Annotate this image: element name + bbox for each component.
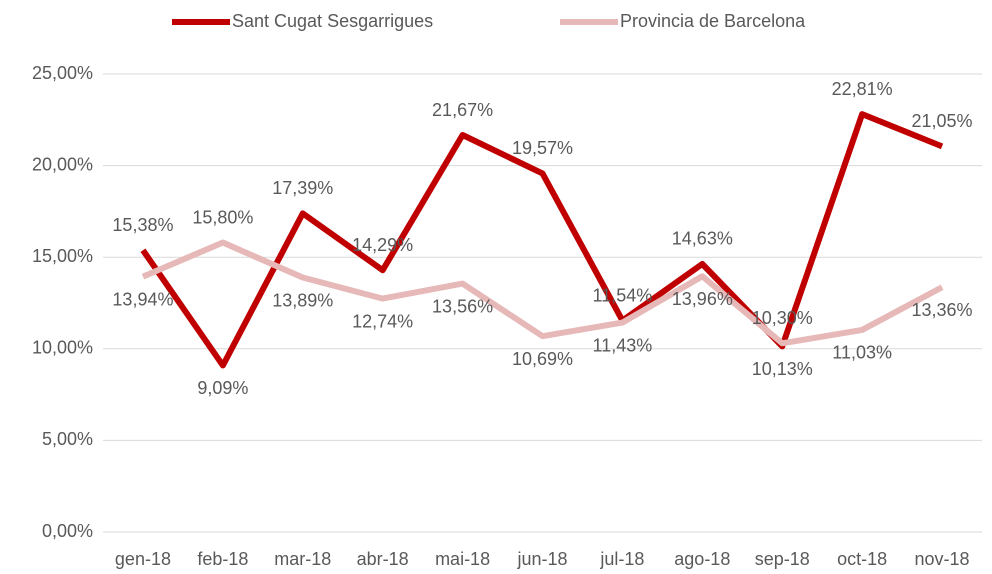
data-label: 10,13% <box>752 359 813 379</box>
data-label: 19,57% <box>512 138 573 158</box>
data-label: 13,36% <box>912 300 973 320</box>
x-tick-label: nov-18 <box>915 549 970 569</box>
data-label: 10,30% <box>752 308 813 328</box>
data-label: 14,63% <box>672 229 733 249</box>
x-tick-label: oct-18 <box>837 549 887 569</box>
x-tick-label: feb-18 <box>197 549 248 569</box>
legend-label: Provincia de Barcelona <box>620 11 806 31</box>
legend-label: Sant Cugat Sesgarrigues <box>232 11 433 31</box>
data-label: 22,81% <box>832 79 893 99</box>
data-label: 21,05% <box>912 111 973 131</box>
data-label: 11,03% <box>832 343 892 363</box>
data-label: 12,74% <box>352 311 413 331</box>
x-tick-label: abr-18 <box>357 549 409 569</box>
data-label: 13,89% <box>272 290 333 310</box>
data-label: 14,29% <box>352 235 413 255</box>
x-tick-label: gen-18 <box>115 549 171 569</box>
x-tick-label: jul-18 <box>599 549 644 569</box>
data-label: 9,09% <box>197 378 248 398</box>
y-tick-label: 5,00% <box>42 429 93 449</box>
y-tick-label: 25,00% <box>32 63 93 83</box>
x-tick-label: mar-18 <box>274 549 331 569</box>
y-tick-label: 15,00% <box>32 246 93 266</box>
data-label: 15,80% <box>192 207 253 227</box>
y-tick-label: 20,00% <box>32 154 93 174</box>
y-tick-label: 10,00% <box>32 338 93 358</box>
y-tick-label: 0,00% <box>42 521 93 541</box>
data-label: 21,67% <box>432 100 493 120</box>
data-label: 13,56% <box>432 296 493 316</box>
data-label: 10,69% <box>512 349 573 369</box>
data-label: 17,39% <box>272 178 333 198</box>
x-tick-label: ago-18 <box>674 549 730 569</box>
data-label: 13,96% <box>672 289 733 309</box>
x-tick-label: jun-18 <box>516 549 567 569</box>
data-label: 13,94% <box>112 289 173 309</box>
data-label: 11,54% <box>593 285 653 305</box>
series-line <box>141 239 944 347</box>
x-tick-label: sep-18 <box>755 549 810 569</box>
data-label: 15,38% <box>112 215 173 235</box>
x-tick-label: mai-18 <box>435 549 490 569</box>
data-label: 11,43% <box>593 335 653 355</box>
